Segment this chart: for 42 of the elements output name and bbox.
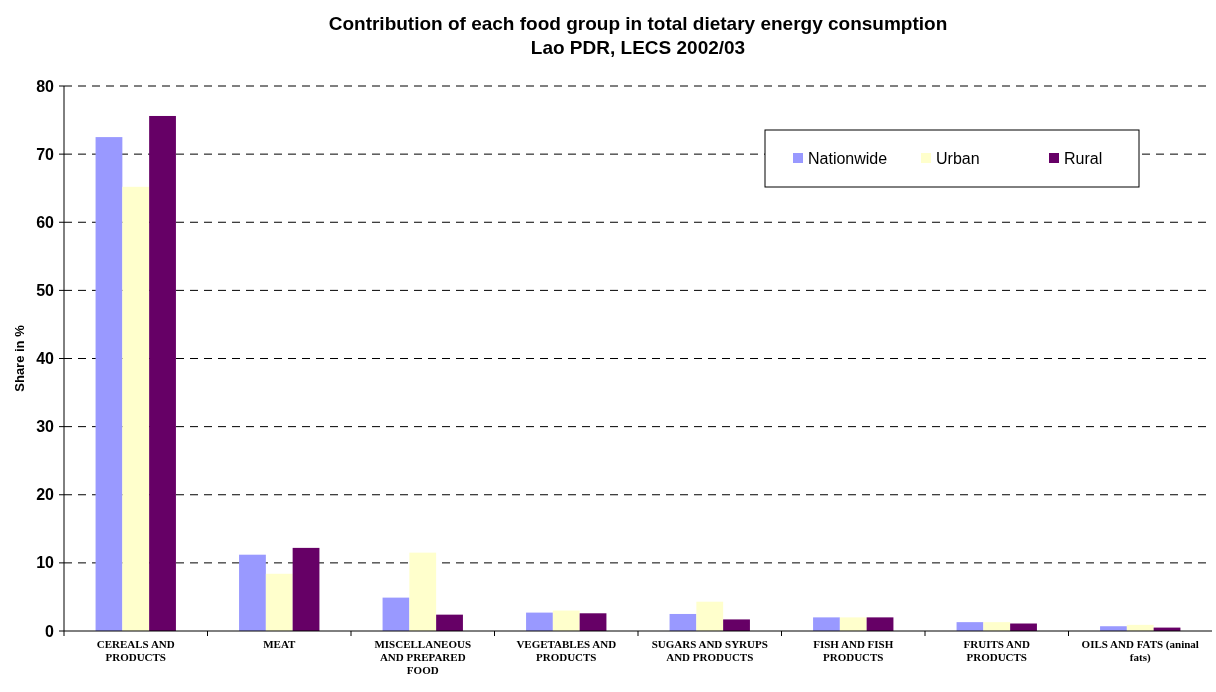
bar bbox=[813, 617, 840, 631]
bar bbox=[723, 619, 750, 631]
bar bbox=[409, 552, 437, 631]
bar bbox=[239, 554, 266, 631]
bar bbox=[552, 610, 580, 631]
x-tick-label: VEGETABLES AND PRODUCTS bbox=[516, 638, 617, 663]
y-tick-label: 40 bbox=[36, 350, 55, 368]
chart-title: Contribution of each food group in total dietary energy consumption bbox=[328, 13, 948, 34]
legend-label: Rural bbox=[1064, 149, 1103, 167]
y-tick-label: 80 bbox=[36, 77, 55, 95]
x-tick-label: MISCELLANEOUS AND PREPARED FOOD bbox=[374, 638, 472, 676]
bar bbox=[265, 573, 293, 631]
y-tick-label: 70 bbox=[36, 145, 55, 163]
bar bbox=[122, 186, 150, 631]
y-tick-label: 60 bbox=[36, 213, 55, 231]
bar bbox=[382, 597, 410, 631]
legend-label: Nationwide bbox=[808, 149, 888, 167]
x-tick-label: SUGARS AND SYRUPS AND PRODUCTS bbox=[651, 638, 768, 663]
bar bbox=[579, 613, 607, 631]
bar bbox=[983, 622, 1011, 631]
x-tick-label: OILS AND FATS (aninal fats) bbox=[1081, 638, 1199, 664]
x-tick-label: FRUITS AND PRODUCTS bbox=[963, 638, 1030, 663]
x-tick-label: FISH AND FISH PRODUCTS bbox=[813, 638, 894, 663]
y-tick-label: 30 bbox=[36, 418, 55, 436]
legend-label: Urban bbox=[936, 149, 980, 167]
bar bbox=[292, 547, 320, 631]
bar bbox=[526, 612, 553, 631]
bar bbox=[669, 613, 697, 631]
y-tick-label: 50 bbox=[36, 281, 55, 299]
x-tick-label: CEREALS AND PRODUCTS bbox=[96, 638, 175, 663]
y-tick-label: 0 bbox=[45, 622, 55, 640]
y-tick-label: 20 bbox=[36, 486, 55, 504]
bar bbox=[436, 614, 463, 631]
chart-subtitle: Lao PDR, LECS 2002/03 bbox=[530, 37, 746, 58]
x-tick-label: MEAT bbox=[263, 638, 296, 650]
bar bbox=[696, 601, 724, 631]
bar bbox=[95, 137, 123, 631]
bar bbox=[149, 115, 176, 631]
bar bbox=[866, 617, 894, 631]
y-tick-label: 10 bbox=[36, 554, 55, 572]
y-axis-title: Share in % bbox=[12, 324, 27, 392]
bar bbox=[839, 617, 867, 631]
